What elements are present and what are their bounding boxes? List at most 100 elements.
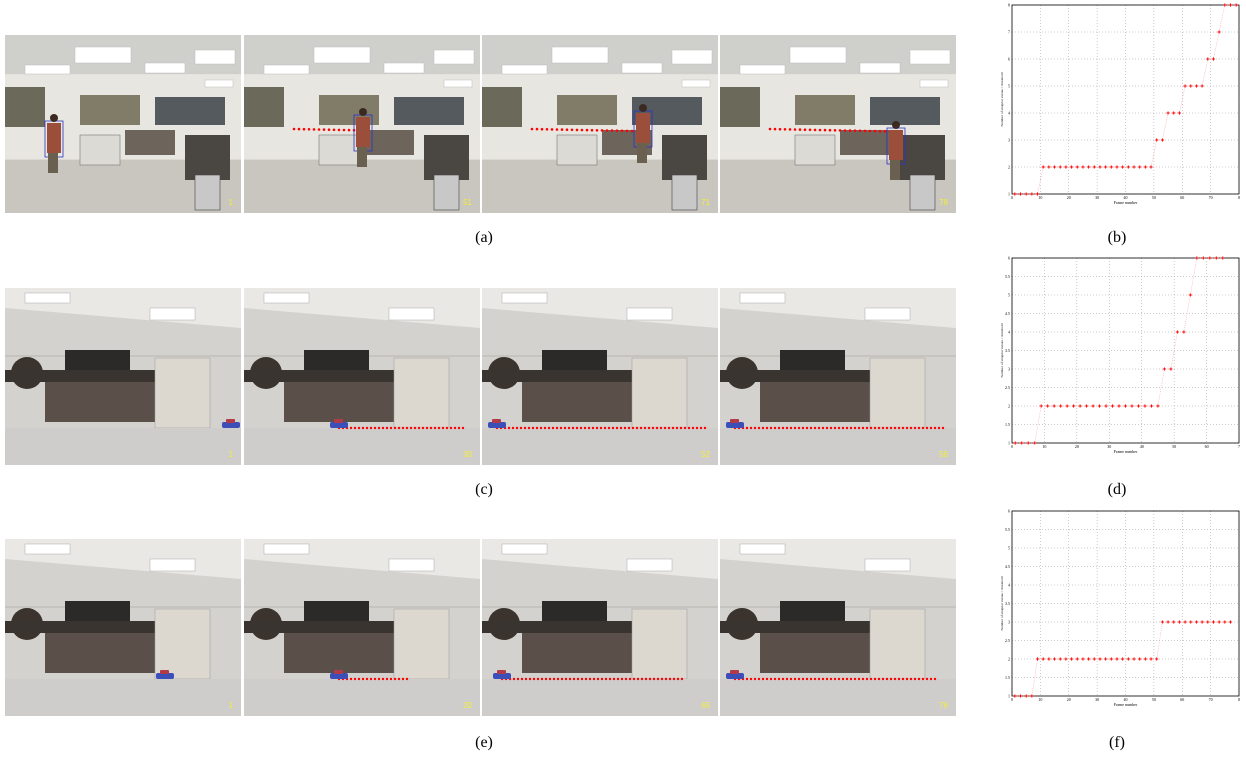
data-point [1024,694,1028,698]
data-point [1217,620,1221,624]
singular-value-plot: 0 10 20 30 40 50 60 70 8 1 2 3 4 5 6 7 8 Frame number Numb… [999,3,1242,206]
data-point [1013,192,1017,196]
data-point [1092,165,1096,169]
data-point [1228,3,1233,7]
data-point [1098,165,1102,169]
data-point [1201,256,1205,260]
video-frame: 20 [244,539,480,716]
y-tick-label: 2.5 [1005,638,1010,643]
data-point [1123,404,1128,408]
data-point [1075,657,1079,661]
y-tick-label: 5 [1008,293,1010,298]
y-tick-label: 1 [1008,192,1010,197]
data-point [1223,620,1227,624]
data-point [1115,657,1119,661]
data-point [1195,256,1199,260]
x-axis-label: Frame number [1114,702,1138,707]
y-axis-label: Number of singular values > threshold [1000,72,1004,126]
x-tick-label: 0 [1011,195,1013,200]
data-point [1200,84,1204,88]
data-point [1109,657,1113,661]
x-tick-label: 60 [1180,195,1184,200]
data-point [1087,657,1091,661]
data-point [1183,620,1187,624]
data-point [1143,404,1147,408]
data-point [1064,165,1068,169]
data-point [1081,657,1085,661]
y-tick-label: 1.5 [1005,675,1010,680]
data-point [1130,404,1134,408]
data-point [1162,367,1167,371]
data-point [1189,620,1193,624]
data-point [1104,404,1108,408]
data-point [1132,657,1136,661]
plot-area [1011,510,1240,697]
frame-number: 1 [228,450,233,459]
data-point [1030,694,1034,698]
data-point [1104,657,1108,661]
data-point [1065,404,1069,408]
data-point [1160,138,1164,142]
frame-number: 56 [939,450,948,459]
data-point [1059,404,1063,408]
y-tick-label: 5.5 [1005,527,1010,532]
data-point [1155,657,1159,661]
y-tick-label: 3 [1008,367,1010,372]
data-point [1182,330,1186,334]
data-point [1087,165,1091,169]
data-point [1132,165,1136,169]
x-tick-label: 50 [1152,697,1156,702]
x-tick-label: 60 [1205,444,1209,449]
frame-number: 51 [463,198,472,207]
data-point [1217,30,1221,34]
frame-number: 30 [463,450,472,459]
data-point [1169,367,1173,371]
video-frame: 71 [482,35,718,213]
data-point [1183,84,1187,88]
data-point [1228,620,1233,624]
data-point [1149,404,1154,408]
data-point [1155,138,1159,142]
frame-number: 78 [939,198,948,207]
data-point [1211,57,1216,61]
y-tick-label: 1 [1008,441,1010,446]
data-point [1166,620,1170,624]
data-point [1175,330,1179,334]
data-point [1223,3,1227,7]
frame-number: 52 [701,450,710,459]
data-point [1024,192,1028,196]
data-point [1138,165,1142,169]
subfigure-caption: (a) [475,229,493,246]
data-point [1069,657,1074,661]
video-frame: 30 [244,288,480,465]
x-tick-label: 0 [1011,444,1013,449]
data-point [1018,192,1023,196]
data-point [1084,404,1089,408]
data-point [1110,404,1115,408]
data-point [1109,165,1113,169]
x-axis-label: Frame number [1114,449,1138,454]
data-point [1126,165,1130,169]
y-tick-label: 5 [1008,84,1010,89]
x-tick-label: 30 [1095,195,1099,200]
data-point [1156,404,1160,408]
y-tick-label: 4 [1008,583,1010,588]
data-point [1092,657,1096,661]
singular-value-plot: 0 10 20 30 40 50 60 70 8 1 1.5 2 2.5 3 3.5 4 4.5 5 5.5 6 Fra… [999,509,1242,708]
subfigure-caption: (c) [475,481,493,498]
data-point [1121,657,1125,661]
x-tick-label: 40 [1140,444,1144,449]
data-point [1013,694,1017,698]
data-point [1047,657,1051,661]
data-point [1188,293,1192,297]
series-line [1014,4,1237,195]
data-point [1064,657,1068,661]
data-point [1046,404,1050,408]
data-point [1078,404,1082,408]
data-point [1138,657,1142,661]
y-tick-label: 5.5 [1005,274,1010,279]
x-tick-label: 20 [1067,697,1071,702]
data-point [1075,165,1079,169]
data-point [1115,165,1119,169]
data-point [1091,404,1095,408]
